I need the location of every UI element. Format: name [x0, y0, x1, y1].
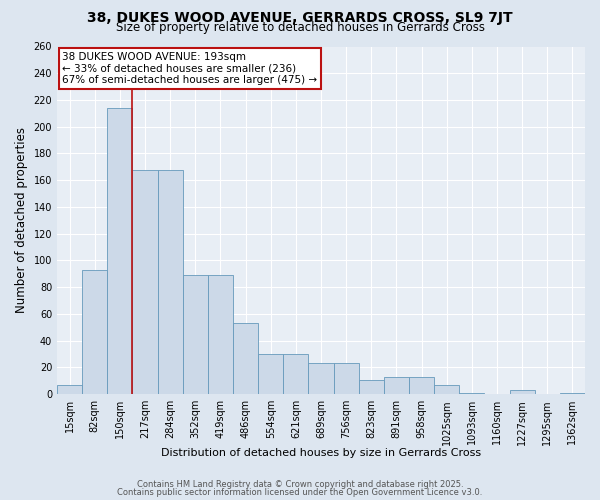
Bar — [459, 393, 484, 394]
Bar — [434, 385, 459, 394]
Y-axis label: Number of detached properties: Number of detached properties — [15, 128, 28, 314]
Text: 38 DUKES WOOD AVENUE: 193sqm
← 33% of detached houses are smaller (236)
67% of s: 38 DUKES WOOD AVENUE: 193sqm ← 33% of de… — [62, 52, 317, 85]
Bar — [384, 377, 409, 394]
Text: Size of property relative to detached houses in Gerrards Cross: Size of property relative to detached ho… — [115, 21, 485, 34]
Bar — [107, 108, 133, 394]
Bar — [308, 364, 334, 394]
X-axis label: Distribution of detached houses by size in Gerrards Cross: Distribution of detached houses by size … — [161, 448, 481, 458]
Bar — [133, 170, 158, 394]
Bar — [233, 324, 258, 394]
Bar — [283, 354, 308, 394]
Bar — [57, 385, 82, 394]
Bar — [158, 170, 183, 394]
Bar — [258, 354, 283, 394]
Bar — [208, 275, 233, 394]
Bar — [334, 364, 359, 394]
Bar — [359, 380, 384, 394]
Bar — [409, 377, 434, 394]
Text: 38, DUKES WOOD AVENUE, GERRARDS CROSS, SL9 7JT: 38, DUKES WOOD AVENUE, GERRARDS CROSS, S… — [87, 11, 513, 25]
Bar — [509, 390, 535, 394]
Bar — [183, 275, 208, 394]
Bar — [560, 393, 585, 394]
Text: Contains public sector information licensed under the Open Government Licence v3: Contains public sector information licen… — [118, 488, 482, 497]
Text: Contains HM Land Registry data © Crown copyright and database right 2025.: Contains HM Land Registry data © Crown c… — [137, 480, 463, 489]
Bar — [82, 270, 107, 394]
